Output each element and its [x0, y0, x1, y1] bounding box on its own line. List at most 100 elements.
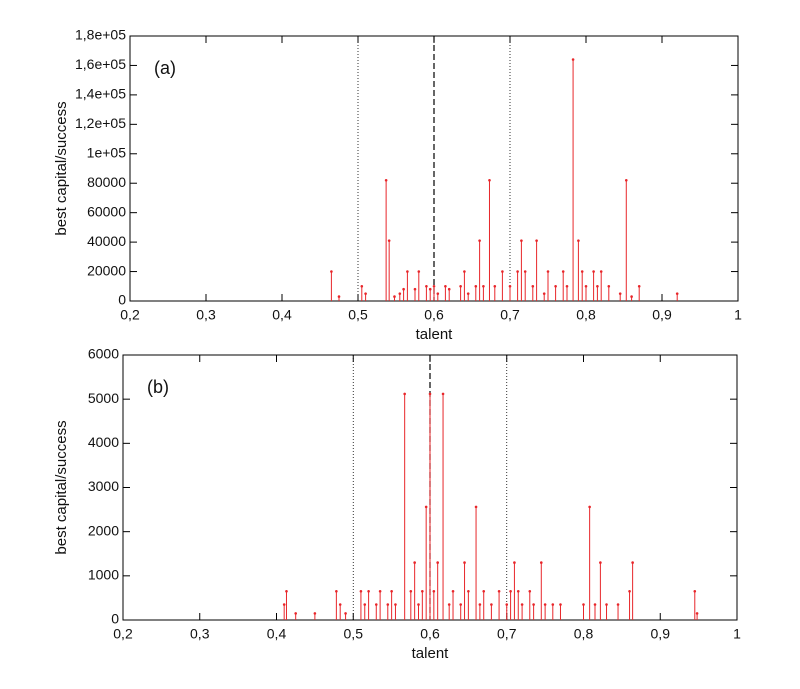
x-tick-label: 0,9	[651, 626, 671, 642]
stem-marker	[593, 603, 597, 606]
stem-marker	[417, 270, 421, 273]
stem-marker	[520, 239, 523, 242]
stem-marker	[413, 561, 416, 564]
stem-marker	[695, 612, 699, 615]
x-tick-label: 0,6	[424, 307, 444, 323]
stem-marker	[516, 589, 520, 593]
stem-marker	[539, 561, 543, 564]
x-tick-label: 1	[734, 307, 742, 323]
stem-marker	[466, 292, 470, 295]
stem-marker	[428, 287, 432, 291]
stem-marker	[432, 284, 436, 288]
stem-marker	[599, 561, 602, 564]
stem-marker	[559, 603, 562, 606]
y-tick-label: 1,4e+05	[75, 86, 126, 102]
stem-marker	[463, 561, 466, 564]
stem-marker	[543, 603, 547, 606]
stem-marker	[493, 284, 497, 288]
stem-marker	[417, 603, 420, 606]
stem-marker	[363, 603, 367, 606]
stem-marker	[531, 284, 535, 288]
stem-marker	[551, 603, 555, 606]
stem-marker	[338, 603, 342, 606]
stem-marker	[501, 270, 504, 273]
stem-marker	[637, 284, 641, 288]
x-tick-label: 0,4	[267, 626, 287, 642]
stem-marker	[474, 505, 478, 509]
stem-marker	[592, 270, 595, 273]
stem-marker	[599, 270, 603, 273]
y-tick-label: 2000	[88, 522, 119, 538]
y-tick-label: 80000	[87, 174, 126, 190]
stem-marker	[516, 270, 519, 273]
y-axis-label: best capital/success	[53, 101, 70, 235]
stem-marker	[459, 284, 462, 288]
stem-marker	[532, 603, 535, 606]
x-tick-label: 0,7	[500, 307, 520, 323]
y-tick-label: 0	[118, 292, 126, 308]
stem-marker	[459, 603, 463, 606]
stem-marker	[605, 603, 608, 606]
stem-marker	[378, 589, 382, 593]
stem-marker	[402, 287, 405, 291]
stem-marker	[393, 295, 396, 298]
stem-marker	[675, 292, 679, 295]
stem-marker	[364, 292, 367, 295]
stem-marker	[490, 603, 493, 606]
y-tick-label: 1000	[88, 567, 119, 583]
y-tick-label: 5000	[88, 390, 119, 406]
x-axis-label: talent	[416, 326, 454, 343]
stem-marker	[478, 603, 482, 606]
stem-marker	[285, 589, 288, 593]
stem-marker	[421, 589, 424, 593]
stem-marker	[360, 284, 364, 288]
stem-marker	[398, 292, 402, 295]
stem-marker	[488, 178, 491, 182]
stem-marker	[387, 239, 391, 242]
x-tick-label: 0,8	[576, 307, 596, 323]
stem-marker	[513, 561, 516, 564]
x-tick-label: 1	[733, 626, 741, 642]
stem-marker	[425, 284, 428, 288]
stem-marker	[367, 589, 370, 593]
stem-marker	[344, 612, 347, 615]
stem-marker	[508, 284, 512, 288]
stem-marker	[584, 284, 588, 288]
y-tick-label: 1e+05	[87, 144, 127, 160]
stem-marker	[607, 284, 611, 288]
x-tick-label: 0,3	[196, 307, 216, 323]
y-tick-label: 60000	[87, 203, 126, 219]
y-tick-label: 4000	[88, 434, 119, 450]
stem-marker	[428, 392, 432, 396]
stem-marker	[337, 295, 341, 298]
panel-label: (b)	[147, 377, 169, 397]
stem-marker	[451, 589, 455, 593]
y-tick-label: 0	[111, 611, 119, 627]
panel-label: (a)	[154, 58, 176, 78]
stem-marker	[520, 603, 524, 606]
stem-marker	[335, 589, 338, 593]
stem-marker	[390, 589, 393, 593]
stem-marker	[467, 589, 470, 593]
x-tick-label: 0,5	[348, 307, 368, 323]
stem-marker	[447, 287, 451, 291]
stem-marker	[580, 270, 584, 273]
stem-marker	[403, 392, 406, 396]
y-tick-label: 6000	[88, 346, 119, 362]
stem-marker	[478, 239, 481, 242]
stem-marker	[577, 239, 580, 242]
stem-marker	[628, 589, 631, 593]
stem-marker	[630, 295, 633, 298]
x-tick-label: 0,2	[113, 626, 133, 642]
stem-marker	[523, 270, 527, 273]
stem-marker	[618, 292, 622, 295]
x-tick-label: 0,2	[120, 307, 140, 323]
stem-marker	[386, 603, 390, 606]
stem-marker	[505, 603, 509, 606]
y-tick-label: 3000	[88, 478, 119, 494]
x-tick-label: 0,3	[190, 626, 210, 642]
stem-marker	[693, 589, 697, 593]
stem-marker	[444, 284, 447, 288]
